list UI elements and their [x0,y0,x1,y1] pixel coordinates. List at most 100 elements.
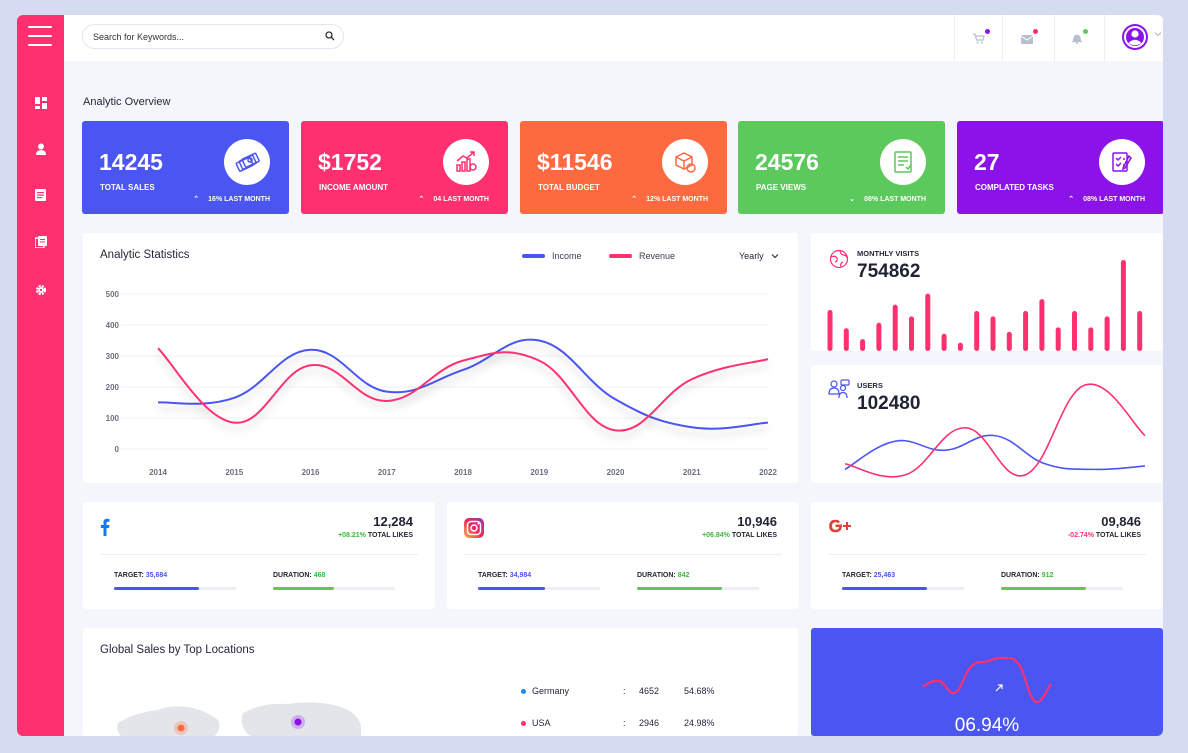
sidebar [17,15,64,736]
duration-progress-fill [1001,587,1087,590]
document-icon[interactable] [34,188,47,201]
stat-label: TOTAL BUDGET [538,183,600,192]
visit-bar [925,293,931,351]
users-card: USERS 102480 [811,365,1163,483]
search-icon[interactable] [325,31,335,41]
duration-text: DURATION: 842 [637,572,690,579]
target-progress [478,587,600,590]
user-icon[interactable] [34,142,47,155]
duration-progress-fill [273,587,334,590]
visit-bar [1137,310,1143,351]
money-stack-icon [224,139,270,185]
duration-progress [273,587,395,590]
x-tick-label: 2018 [454,468,472,477]
stat-card-completed-tasks[interactable]: 27 COMPLATED TASKS ⌃ 08% LAST MONTH [957,121,1163,214]
series-line-income [157,338,769,430]
x-tick-label: 2022 [759,468,777,477]
hamburger-menu-icon[interactable] [28,26,52,46]
visit-bar [1104,316,1110,351]
topbar [64,15,1163,61]
settings-gear-icon[interactable] [34,283,47,296]
dashboard-icon[interactable] [34,96,47,109]
arrow-down-icon: ⌄ [849,196,856,203]
target-progress [114,587,236,590]
likes-change: +08.21% TOTAL LIKES [338,532,413,539]
x-tick-label: 2014 [149,468,167,477]
analytic-statistics-card: Analytic Statistics Income Revenue Yearl… [83,233,798,483]
divider [828,554,1146,555]
duration-text: DURATION: 912 [1001,572,1054,579]
likes-change: +06.84% TOTAL LIKES [702,532,777,539]
y-tick-label: 200 [106,383,120,392]
target-progress-fill [842,587,928,590]
arrow-up-right-icon [995,684,1003,692]
stat-card-total-sales[interactable]: 14245 TOTAL SALES ⌃ 16% LAST MONTH [82,121,289,214]
facebook-icon[interactable] [100,518,110,536]
stat-card-income-amount[interactable]: $1752 INCOME AMOUNT ⌃ 04 LAST MONTH [301,121,508,214]
chevron-down-icon [771,254,779,259]
y-tick-label: 0 [115,445,120,454]
target-progress [842,587,964,590]
google-plus-card: 09,846 -02.74% TOTAL LIKES TARGET: 25,46… [811,502,1163,609]
target-text: TARGET: 35,684 [114,572,168,579]
target-text: TARGET: 25,463 [842,572,896,579]
cart-icon[interactable] [973,29,990,44]
bullet-dot [521,721,526,726]
stat-value: 27 [974,149,1000,175]
page-title: Analytic Overview [83,96,171,108]
instagram-card: 10,946 +06.84% TOTAL LIKES TARGET: 34,98… [447,502,799,609]
card-label: USERS [857,381,883,390]
notification-dot [1083,29,1088,34]
stat-trend: ⌃ 04 LAST MONTH [418,196,490,203]
y-tick-label: 300 [106,352,120,361]
visit-bar [860,339,866,351]
likes-count: 09,846 [1101,514,1141,529]
topbar-divider [1002,15,1003,61]
x-tick-label: 2016 [302,468,320,477]
visit-bar [1055,327,1061,351]
growth-percent-value: 06.94% [954,715,1020,736]
growth-sparkline [922,656,1052,704]
sparkline-series [922,656,1052,704]
duration-text: DURATION: 468 [273,572,326,579]
chevron-down-icon[interactable] [1154,31,1162,37]
duration-progress [1001,587,1123,590]
period-dropdown[interactable]: Yearly [739,251,779,261]
visit-bar [1072,310,1077,351]
search-input[interactable] [93,30,313,44]
card-value: 102480 [857,393,921,414]
stat-label: INCOME AMOUNT [319,183,389,192]
analytic-line-chart: 0 100 200 300 400 500 2014 2015 2016 2017 2018 201… [106,290,778,477]
visit-bar [957,342,963,351]
search-box [82,24,344,49]
user-avatar-icon [1124,26,1146,48]
facebook-card: 12,284 +08.21% TOTAL LIKES TARGET: 35,68… [83,502,435,609]
stat-card-total-budget[interactable]: $11546 TOTAL BUDGET ⌃ 12% LAST MONTH [520,121,727,214]
card-label: MONTHLY VISITS [857,249,920,258]
series-line-revenue [157,347,769,432]
topbar-divider [1054,15,1055,61]
card-title: Analytic Statistics [100,249,190,261]
y-tick-label: 400 [106,321,120,330]
arrow-up-icon: ⌃ [631,196,638,203]
divider [100,554,418,555]
legend-income[interactable]: Income [522,251,582,261]
card-value: 754862 [857,261,921,282]
users-group-icon [828,379,850,399]
stat-trend: ⌃ 08% LAST MONTH [1068,196,1145,203]
legend-revenue[interactable]: Revenue [609,251,675,261]
bell-icon[interactable] [1071,29,1088,44]
stat-label: COMPLATED TASKS [975,183,1054,192]
likes-count: 10,946 [737,514,777,529]
visit-bar [909,316,914,351]
x-tick-label: 2021 [683,468,701,477]
stat-value: 24576 [755,149,819,175]
mail-icon[interactable] [1020,29,1038,44]
visit-bar [1088,327,1094,351]
stat-card-page-views[interactable]: 24576 PAGE VIEWS ⌄ 08% LAST MONTH [738,121,945,214]
instagram-icon[interactable] [464,518,484,538]
google-plus-icon[interactable] [828,518,852,534]
avatar[interactable] [1122,24,1148,50]
library-icon[interactable] [34,235,47,248]
likes-change: -02.74% TOTAL LIKES [1067,532,1141,539]
